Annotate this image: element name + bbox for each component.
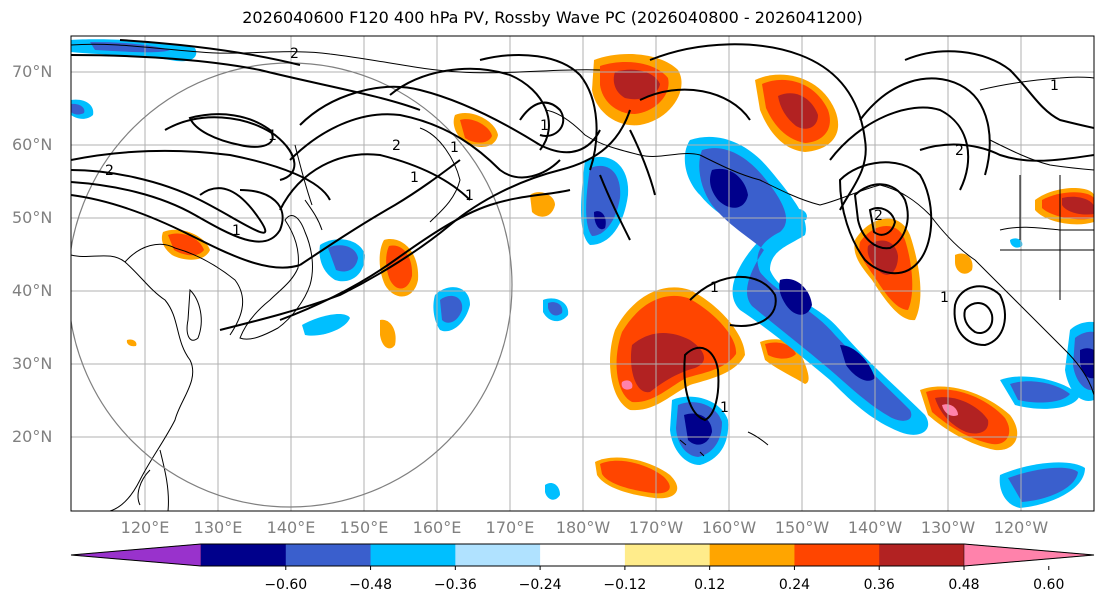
lat-label: 70°N [12, 62, 53, 81]
colorbar-tick-label: −0.48 [349, 577, 392, 593]
contour-label-group: 2 1 2 1 2 1 1 1 1 1 1 2 1 2 1 [105, 46, 1059, 416]
contour-label: 2 [290, 46, 299, 62]
map-title: 2026040600 F120 400 hPa PV, Rossby Wave … [242, 8, 863, 27]
lon-label: 170°W [628, 518, 684, 537]
lon-label: 120°E [120, 518, 170, 537]
lat-label: 50°N [12, 208, 53, 227]
contour-label: 1 [465, 188, 474, 204]
lon-label: 130°E [193, 518, 243, 537]
colorbar-bin [879, 544, 965, 566]
colorbar-tick-label: −0.12 [603, 577, 647, 593]
lon-label: 170°E [485, 518, 535, 537]
colorbar-tick-label: 0.48 [948, 577, 980, 593]
graticule [71, 36, 1094, 511]
colorbar-extend-high [963, 543, 1095, 567]
negative-anomaly-small [71, 39, 1094, 508]
lon-label: 150°W [774, 518, 830, 537]
contour-label: 1 [410, 170, 419, 186]
colorbar-bin [370, 544, 456, 566]
contour-label: 1 [232, 223, 241, 239]
lat-label: 20°N [12, 427, 53, 446]
colorbar-bin [285, 544, 372, 566]
coastlines [71, 43, 1094, 511]
lat-label: 60°N [12, 135, 53, 154]
contour-label: 2 [105, 163, 114, 179]
lat-label: 40°N [12, 281, 53, 300]
contour-label: 1 [450, 140, 459, 156]
colorbar-bin [455, 544, 541, 566]
contour-label: 1 [540, 118, 549, 134]
colorbar-outline [70, 543, 1095, 567]
lon-label: 120°W [993, 518, 1049, 537]
colorbar-tick-label: 0.12 [694, 577, 726, 593]
map-frame [70, 35, 1095, 512]
lon-label: 150°E [339, 518, 389, 537]
lon-label: 140°E [266, 518, 316, 537]
positive-anomaly-central-pacific [610, 287, 745, 411]
colorbar-extend-low [70, 543, 202, 567]
colorbar-bin [709, 544, 795, 566]
colorbar [70, 543, 1095, 570]
positive-anomaly-gulf [755, 74, 839, 152]
pv-contours [71, 39, 1094, 422]
lon-label: 160°W [701, 518, 757, 537]
colorbar-bin [794, 544, 880, 566]
contour-label: 1 [1050, 78, 1059, 94]
colorbar-bin [201, 544, 287, 566]
colorbar-bin [624, 544, 711, 566]
contour-label: 2 [955, 143, 964, 159]
colorbar-tick-label: −0.36 [433, 577, 477, 593]
colorbar-tick-label: −0.24 [518, 577, 562, 593]
contour-label: 2 [874, 208, 883, 224]
positive-anomaly-west-coast [854, 218, 921, 321]
lon-label: 140°W [847, 518, 903, 537]
contour-label: 2 [392, 138, 401, 154]
negative-anomaly-north-pacific-band [684, 136, 929, 435]
colorbar-bin [540, 544, 626, 566]
colorbar-tick-label: 0.36 [863, 577, 895, 593]
contour-label: 1 [268, 128, 277, 144]
lon-label: 180°W [555, 518, 611, 537]
lat-label: 30°N [12, 354, 53, 373]
contour-label: 1 [710, 280, 719, 296]
colorbar-tick-label: 0.60 [1033, 577, 1065, 593]
contour-label: 1 [940, 290, 949, 306]
lon-label: 130°W [920, 518, 976, 537]
lon-label: 160°E [412, 518, 462, 537]
colorbar-tick-label: −0.60 [264, 577, 308, 593]
contour-label: 1 [720, 400, 729, 416]
colorbar-tick-label: 0.24 [778, 577, 811, 593]
